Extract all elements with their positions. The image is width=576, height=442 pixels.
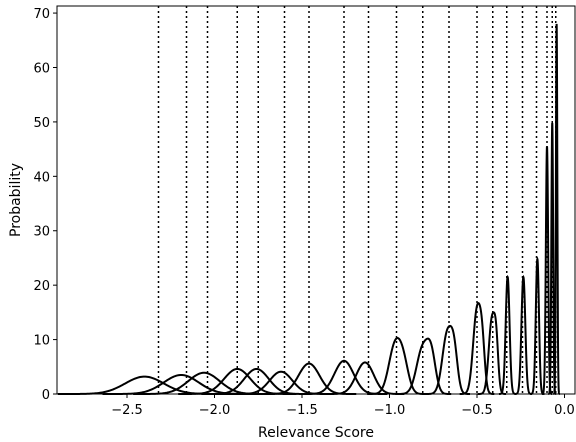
y-tick-label: 50 [33,116,50,131]
y-axis-ticks: 0 10 20 30 40 50 60 70 [33,7,57,403]
y-axis-label: Probability [8,163,24,237]
x-axis-label: Relevance Score [258,425,374,441]
density-curves [57,23,561,395]
y-tick-label: 30 [33,225,50,240]
density-curve [477,311,507,395]
density-curve [514,274,533,395]
x-axis-ticks: −2.5 −2.0 −1.5 −1.0 −0.5 0.0 [111,394,575,418]
y-tick-label: 60 [33,61,50,76]
density-curve [367,337,428,395]
x-tick-label: −2.0 [199,403,231,418]
x-tick-label: −0.5 [461,403,493,418]
y-tick-label: 20 [33,279,50,294]
plot-area-frame [56,5,576,395]
density-curve [498,274,517,395]
density-curve [261,362,357,395]
y-tick-label: 0 [42,388,50,403]
density-curve [530,256,545,395]
x-tick-label: 0.0 [554,403,575,418]
density-curve [425,324,470,395]
x-tick-label: −1.5 [286,403,318,418]
density-curve [395,337,452,395]
density-curve [459,302,495,395]
x-tick-label: −2.5 [111,403,143,418]
y-tick-label: 10 [33,334,50,349]
y-tick-label: 40 [33,170,50,185]
x-tick-label: −1.0 [374,403,406,418]
y-tick-label: 70 [33,7,50,22]
density-curve [553,23,561,395]
